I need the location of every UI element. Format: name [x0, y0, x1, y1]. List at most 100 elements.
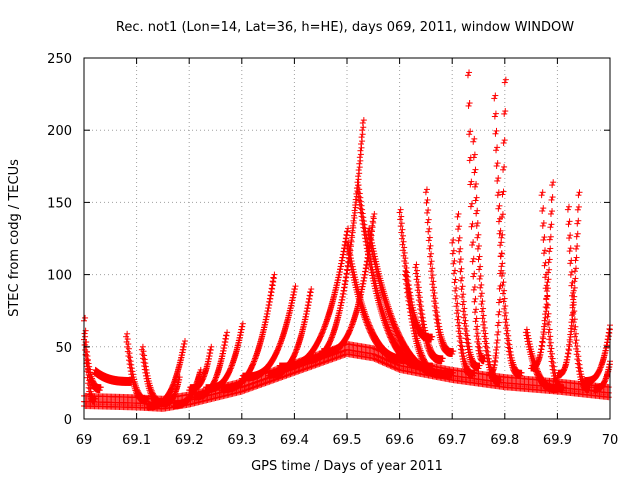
plus-marker: [470, 273, 477, 280]
plus-marker: [356, 154, 363, 161]
plus-marker: [82, 333, 89, 340]
plus-marker: [500, 166, 507, 173]
plus-marker: [458, 265, 465, 272]
plus-marker: [427, 242, 434, 249]
plus-marker: [449, 239, 456, 246]
plus-marker: [523, 326, 530, 333]
plus-marker: [206, 353, 213, 360]
plus-marker: [340, 287, 347, 294]
plus-marker: [605, 384, 612, 391]
plus-marker: [338, 257, 345, 264]
plus-marker: [475, 231, 482, 238]
plus-marker: [471, 309, 478, 316]
plus-marker: [472, 295, 479, 302]
plus-marker: [502, 76, 509, 83]
plus-marker: [494, 331, 501, 338]
plus-marker: [470, 138, 477, 145]
plus-marker: [470, 255, 477, 262]
plus-marker: [179, 346, 186, 353]
plus-marker: [498, 250, 505, 257]
plus-marker: [469, 258, 476, 265]
plus-marker: [263, 313, 270, 320]
plus-marker: [344, 228, 350, 235]
plus-marker: [339, 251, 346, 258]
plus-marker: [498, 239, 505, 246]
plus-marker: [457, 245, 464, 252]
plus-marker: [370, 355, 377, 362]
plus-marker: [360, 277, 367, 284]
plus-marker: [268, 288, 275, 295]
plus-marker: [501, 79, 508, 86]
plus-marker: [290, 291, 297, 298]
plus-marker: [495, 218, 502, 225]
plus-marker: [493, 162, 500, 169]
plus-marker: [476, 275, 483, 282]
plus-marker: [386, 362, 393, 369]
plus-marker: [358, 140, 365, 147]
plus-marker: [371, 210, 378, 217]
plus-marker: [493, 339, 500, 346]
plus-marker: [451, 279, 458, 286]
plus-marker: [372, 356, 379, 363]
plus-marker: [475, 256, 482, 263]
plus-marker: [452, 267, 459, 274]
plus-marker: [269, 281, 276, 288]
plus-marker: [495, 311, 502, 318]
plus-marker: [268, 285, 275, 292]
plus-marker: [494, 337, 501, 344]
plus-marker: [376, 358, 383, 365]
plus-marker: [471, 270, 478, 277]
plus-marker: [338, 260, 345, 267]
plus-marker: [395, 366, 402, 373]
plus-marker: [456, 258, 463, 265]
plus-marker: [263, 310, 270, 317]
plus-marker: [384, 361, 391, 368]
plus-marker: [450, 247, 457, 254]
plus-marker: [473, 194, 480, 201]
plus-marker: [455, 226, 462, 233]
plus-marker: [304, 305, 311, 312]
plus-marker: [374, 357, 381, 364]
chart-title: Rec. not1 (Lon=14, Lat=36, h=HE), days 0…: [116, 20, 574, 35]
plus-marker: [270, 274, 277, 281]
plus-marker: [180, 343, 187, 350]
plus-marker: [425, 207, 432, 214]
plus-marker: [375, 357, 382, 364]
plus-marker: [457, 277, 464, 284]
plus-marker: [337, 263, 344, 270]
plus-marker: [424, 219, 431, 226]
plus-marker: [292, 283, 299, 290]
plus-marker: [474, 245, 481, 252]
plus-marker: [359, 280, 366, 287]
plus-marker: [382, 360, 389, 367]
plus-marker: [466, 69, 473, 76]
plus-marker: [362, 265, 369, 272]
plus-marker: [457, 268, 464, 275]
plus-marker: [423, 199, 430, 206]
plus-marker: [501, 110, 508, 117]
plus-marker: [474, 207, 481, 214]
plus-marker: [269, 278, 276, 285]
plus-marker: [472, 197, 479, 204]
plus-marker: [450, 270, 457, 277]
plus-marker: [291, 286, 298, 293]
plus-marker: [494, 322, 501, 329]
plus-marker: [343, 231, 350, 238]
plus-marker: [495, 205, 502, 212]
plus-marker: [491, 95, 498, 102]
plus-marker: [495, 319, 502, 326]
plus-marker: [476, 253, 483, 260]
plus-marker: [502, 108, 509, 115]
plus-marker: [495, 299, 502, 306]
plus-marker: [497, 242, 504, 249]
plus-marker: [359, 127, 366, 134]
plus-marker: [459, 283, 466, 290]
plus-marker: [387, 362, 394, 369]
plus-marker: [413, 261, 420, 268]
plus-marker: [452, 276, 459, 283]
plus-marker: [470, 239, 477, 246]
plus-marker: [425, 228, 432, 235]
plus-marker: [605, 394, 612, 401]
plus-marker: [426, 234, 433, 241]
plus-marker: [360, 117, 367, 124]
